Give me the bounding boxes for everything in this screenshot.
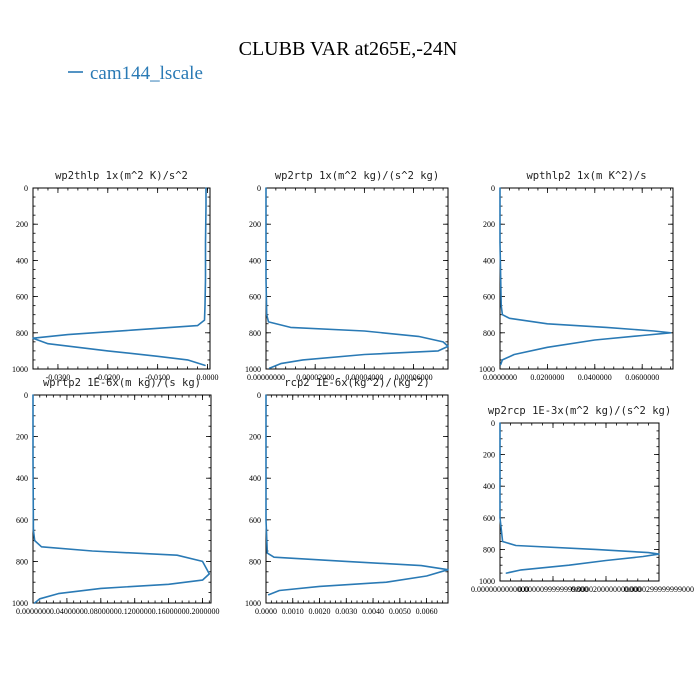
x-tick-label: -0.0300 xyxy=(46,373,71,382)
panel-title: wp2thlp 1x(m^2 K)/s^2 xyxy=(55,170,188,182)
y-tick-label: 1000 xyxy=(479,577,495,586)
x-tick-label: 0.0000099999999800 xyxy=(518,585,588,594)
chart-panel: wpthlp2 1x(m K^2)/s 0 200 400 600 800 10000.00… xyxy=(479,170,674,382)
x-tick-label: 0.2000000 xyxy=(186,607,220,616)
series-line xyxy=(32,187,207,367)
x-tick-label: 0.0000299999999000 xyxy=(624,585,694,594)
panel-title: wp2rtp 1x(m^2 kg)/(s^2 kg) xyxy=(275,170,439,182)
legend: cam144_lscale xyxy=(68,63,203,84)
x-tick-label: 0.1200000 xyxy=(118,607,152,616)
y-tick-label: 800 xyxy=(16,557,28,566)
y-tick-label: 400 xyxy=(16,474,28,483)
x-tick-label: 0.0000 xyxy=(255,607,277,616)
x-tick-label: 0.0010 xyxy=(282,607,304,616)
plot-frame xyxy=(32,187,211,370)
x-tick-label: 0.0200000 xyxy=(530,373,564,382)
x-tick-label: 0.0000200000000000 xyxy=(571,585,641,594)
x-tick-label: 0.0000000000000 xyxy=(471,585,529,594)
x-tick-label: -0.0200 xyxy=(95,373,120,382)
chart-panels: wp2thlp 1x(m^2 K)/s^2 0 200 400 600 800 1000 -0… xyxy=(12,170,694,616)
series-line xyxy=(32,394,211,604)
panel-title: rcp2 1E-6x(kg^2)/(kg^2) xyxy=(284,377,429,389)
chart-panel: wprtp2 1E-6x(m kg)/(s kg) 0 200 400 600 800 10… xyxy=(12,377,220,616)
y-tick-label: 600 xyxy=(249,293,261,302)
y-tick-label: 800 xyxy=(483,329,495,338)
panel-title: wp2rcp 1E-3x(m^2 kg)/(s^2 kg) xyxy=(488,405,671,417)
y-tick-label: 600 xyxy=(16,293,28,302)
y-tick-label: 600 xyxy=(483,293,495,302)
x-tick-label: 0.0000 xyxy=(197,373,219,382)
plot-frame xyxy=(265,187,449,370)
x-tick-label: 0.0600000 xyxy=(625,373,659,382)
x-tick-label: 0.0060 xyxy=(416,607,438,616)
y-tick-label: 600 xyxy=(483,514,495,523)
series-line xyxy=(499,187,672,366)
y-tick-label: 1000 xyxy=(12,365,28,374)
y-tick-label: 600 xyxy=(249,516,261,525)
y-tick-label: 1000 xyxy=(245,365,261,374)
y-tick-label: 0 xyxy=(24,391,28,400)
x-tick-label: 0.0000000 xyxy=(16,607,50,616)
series-line xyxy=(265,187,449,369)
y-tick-label: 800 xyxy=(249,557,261,566)
x-tick-label: 0.0030 xyxy=(335,607,357,616)
y-tick-label: 800 xyxy=(483,545,495,554)
x-tick-label: 0.00006000 xyxy=(395,373,433,382)
chart-panel: wp2rtp 1x(m^2 kg)/(s^2 kg) 0 200 400 600 800 1… xyxy=(245,170,449,382)
x-tick-label: 0.0020 xyxy=(309,607,331,616)
y-tick-label: 200 xyxy=(249,220,261,229)
x-tick-label: 0.0800000 xyxy=(84,607,118,616)
y-tick-label: 600 xyxy=(16,516,28,525)
panel-title: wpthlp2 1x(m K^2)/s xyxy=(526,170,646,182)
x-tick-label: 0.00000000 xyxy=(247,373,285,382)
x-tick-label: 0.00002000 xyxy=(296,373,334,382)
y-tick-label: 200 xyxy=(16,433,28,442)
y-tick-label: 0 xyxy=(257,184,261,193)
chart-panel: wp2rcp 1E-3x(m^2 kg)/(s^2 kg) 0 200 400 600 8… xyxy=(471,405,694,594)
y-tick-label: 1000 xyxy=(479,365,495,374)
series-line xyxy=(499,422,660,574)
y-tick-label: 1000 xyxy=(245,599,261,608)
panel-title: wprtp2 1E-6x(m kg)/(s kg) xyxy=(43,377,201,389)
y-tick-label: 200 xyxy=(249,433,261,442)
y-tick-label: 200 xyxy=(483,220,495,229)
x-tick-label: -0.0100 xyxy=(145,373,170,382)
x-tick-label: 0.0050 xyxy=(389,607,411,616)
x-tick-label: 0.0040 xyxy=(362,607,384,616)
y-tick-label: 800 xyxy=(249,329,261,338)
y-tick-label: 200 xyxy=(483,451,495,460)
y-tick-label: 0 xyxy=(24,184,28,193)
y-tick-label: 0 xyxy=(257,391,261,400)
chart-panel: rcp2 1E-6x(kg^2)/(kg^2) 0 200 400 600 800 1000… xyxy=(245,377,449,616)
y-tick-label: 400 xyxy=(249,256,261,265)
chart-panel: wp2thlp 1x(m^2 K)/s^2 0 200 400 600 800 1000 -0… xyxy=(12,170,219,382)
y-tick-label: 200 xyxy=(16,220,28,229)
x-tick-label: 0.0400000 xyxy=(578,373,612,382)
plot-frame xyxy=(265,394,449,604)
y-tick-label: 1000 xyxy=(12,599,28,608)
y-tick-label: 400 xyxy=(249,474,261,483)
series-line xyxy=(265,394,449,596)
x-tick-label: 0.0000000 xyxy=(483,373,517,382)
plot-frame xyxy=(32,394,212,604)
legend-label: cam144_lscale xyxy=(90,63,203,84)
figure-title: CLUBB VAR at265E,-24N xyxy=(239,38,458,60)
y-tick-label: 400 xyxy=(483,482,495,491)
y-tick-label: 800 xyxy=(16,329,28,338)
y-tick-label: 400 xyxy=(16,256,28,265)
x-tick-label: 0.1600000 xyxy=(152,607,186,616)
x-tick-label: 0.0400000 xyxy=(50,607,84,616)
y-tick-label: 0 xyxy=(491,184,495,193)
x-tick-label: 0.00004000 xyxy=(345,373,383,382)
y-tick-label: 400 xyxy=(483,256,495,265)
y-tick-label: 0 xyxy=(491,419,495,428)
